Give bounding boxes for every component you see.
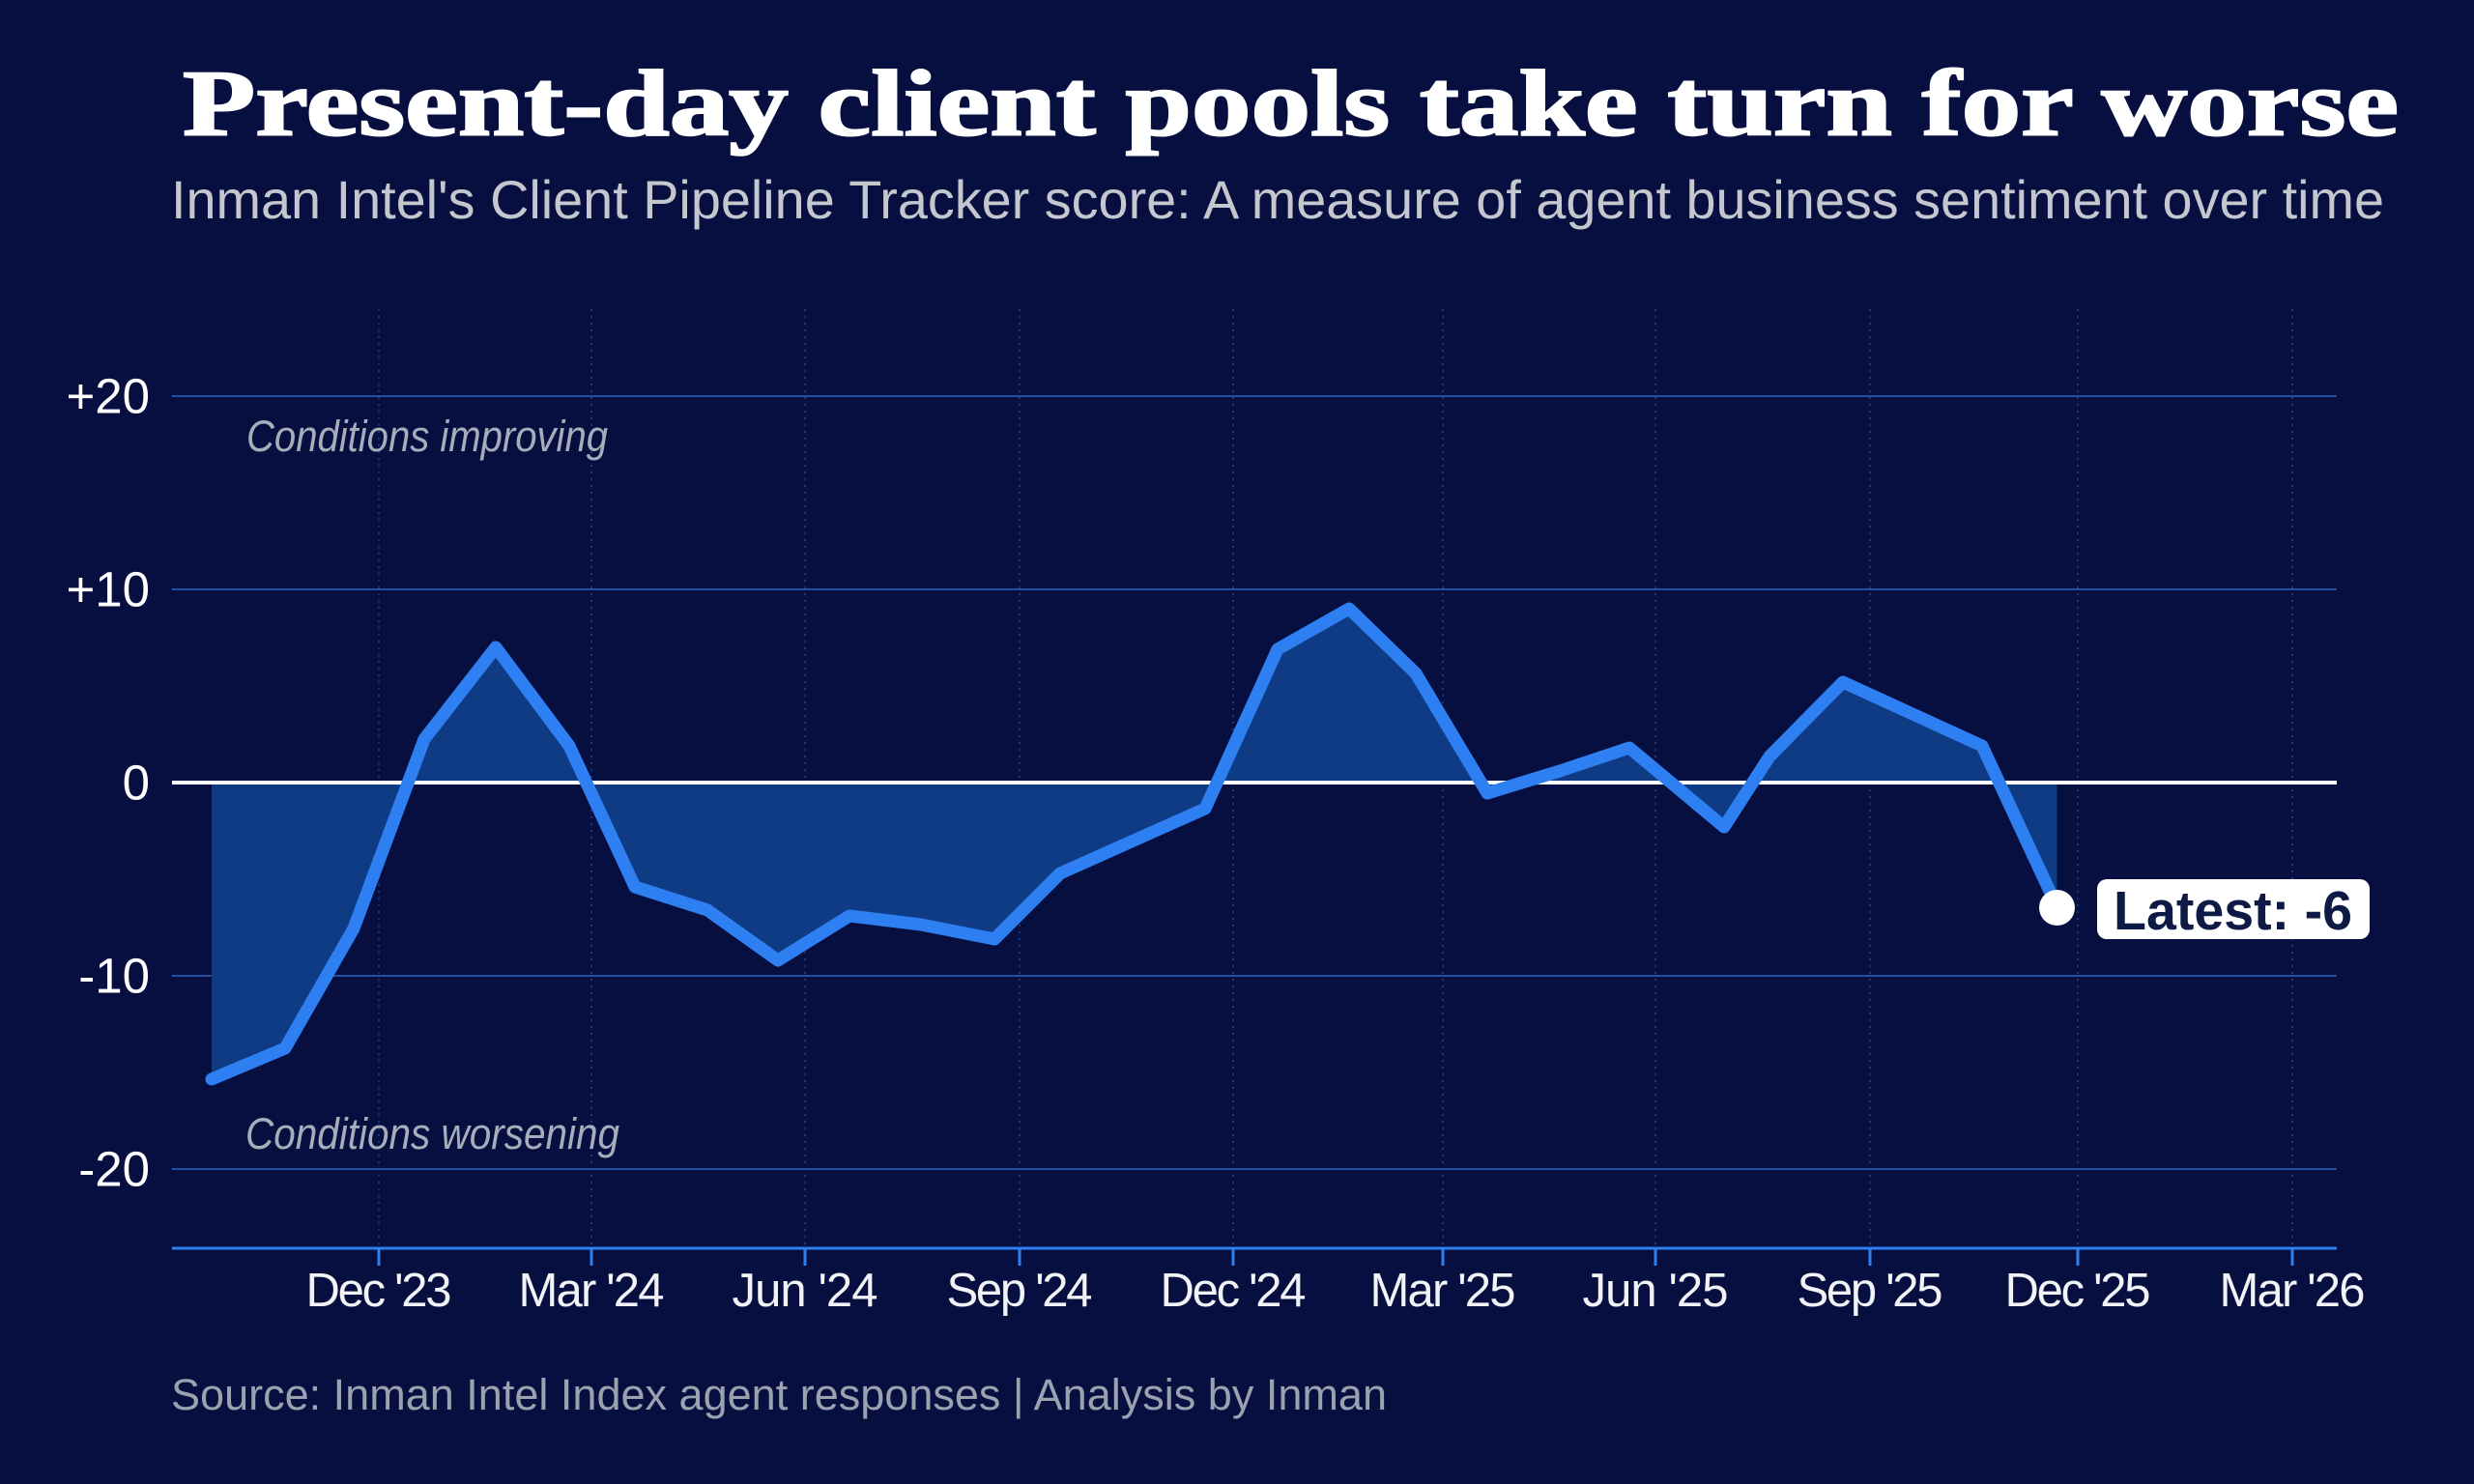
- svg-text:Jun '24: Jun '24: [733, 1265, 878, 1317]
- svg-text:Conditions improving: Conditions improving: [246, 412, 608, 461]
- svg-text:Mar '25: Mar '25: [1370, 1265, 1516, 1317]
- svg-text:-10: -10: [78, 949, 150, 1004]
- svg-text:Conditions worsening: Conditions worsening: [245, 1109, 619, 1158]
- svg-text:Inman Intel's Client Pipeline: Inman Intel's Client Pipeline Tracker sc…: [171, 169, 2384, 230]
- svg-text:Dec '25: Dec '25: [2005, 1265, 2151, 1317]
- svg-text:Mar '26: Mar '26: [2220, 1265, 2366, 1317]
- svg-text:-20: -20: [78, 1142, 150, 1197]
- svg-text:Dec '23: Dec '23: [306, 1265, 452, 1317]
- svg-text:Present-day client pools take: Present-day client pools take turn for w…: [183, 52, 2399, 157]
- svg-text:Jun '25: Jun '25: [1583, 1265, 1729, 1317]
- svg-text:Dec '24: Dec '24: [1161, 1265, 1307, 1317]
- svg-text:Mar '24: Mar '24: [519, 1265, 665, 1317]
- svg-text:Sep '25: Sep '25: [1798, 1265, 1943, 1317]
- svg-text:Sep '24: Sep '24: [947, 1265, 1093, 1317]
- svg-text:+20: +20: [66, 369, 150, 424]
- svg-text:Latest: -6: Latest: -6: [2114, 880, 2352, 942]
- svg-text:+10: +10: [66, 562, 150, 617]
- svg-text:Source: Inman Intel Index agen: Source: Inman Intel Index agent response…: [171, 1370, 1387, 1419]
- svg-text:0: 0: [123, 756, 150, 811]
